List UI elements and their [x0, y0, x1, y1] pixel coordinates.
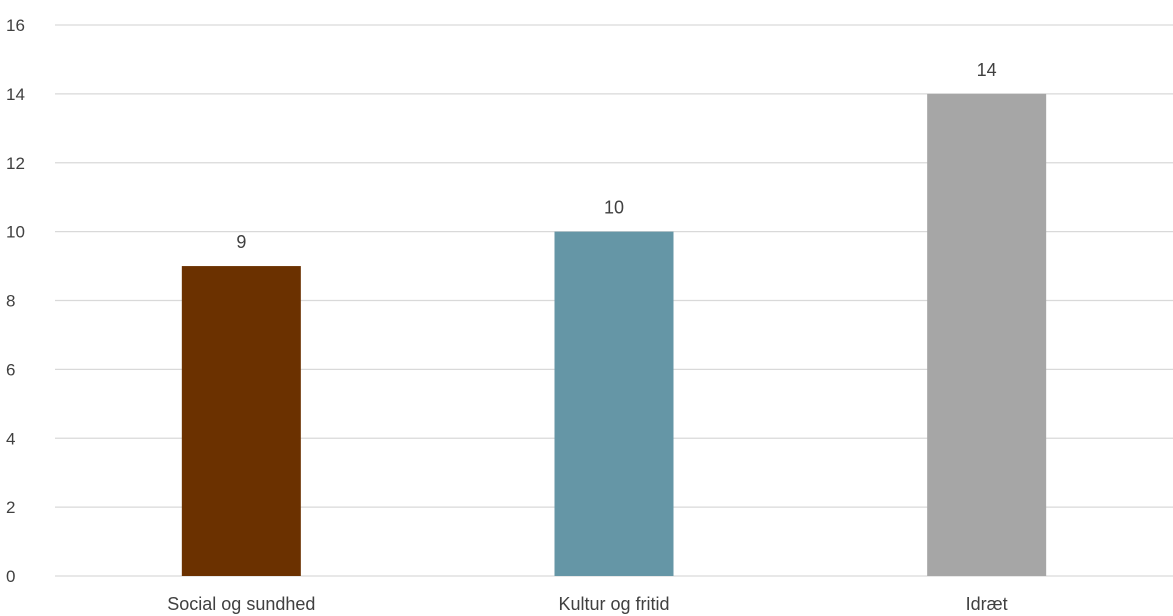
category-label: Social og sundhed	[167, 594, 315, 614]
data-label: 14	[977, 60, 997, 80]
x-axis-category-labels: Social og sundhed Kultur og fritid Idræt	[167, 594, 1007, 614]
data-label: 9	[236, 232, 246, 252]
y-axis-tick-labels: 0 2 4 6 8 10 12 14 16	[6, 16, 25, 586]
y-tick-label: 12	[6, 154, 25, 173]
data-label: 10	[604, 198, 624, 218]
y-tick-label: 10	[6, 223, 25, 242]
bars	[181, 93, 1047, 576]
y-tick-label: 8	[6, 292, 15, 311]
y-tick-label: 2	[6, 498, 15, 517]
y-tick-label: 6	[6, 360, 15, 379]
y-tick-label: 4	[6, 429, 15, 448]
data-labels: 9 10 14	[236, 60, 996, 252]
bar	[927, 93, 1047, 576]
y-tick-label: 16	[6, 16, 25, 35]
category-label: Idræt	[966, 594, 1008, 614]
bar	[181, 266, 301, 576]
y-tick-label: 14	[6, 85, 25, 104]
category-label: Kultur og fritid	[558, 594, 669, 614]
y-tick-label: 0	[6, 567, 15, 586]
bar	[554, 231, 674, 576]
